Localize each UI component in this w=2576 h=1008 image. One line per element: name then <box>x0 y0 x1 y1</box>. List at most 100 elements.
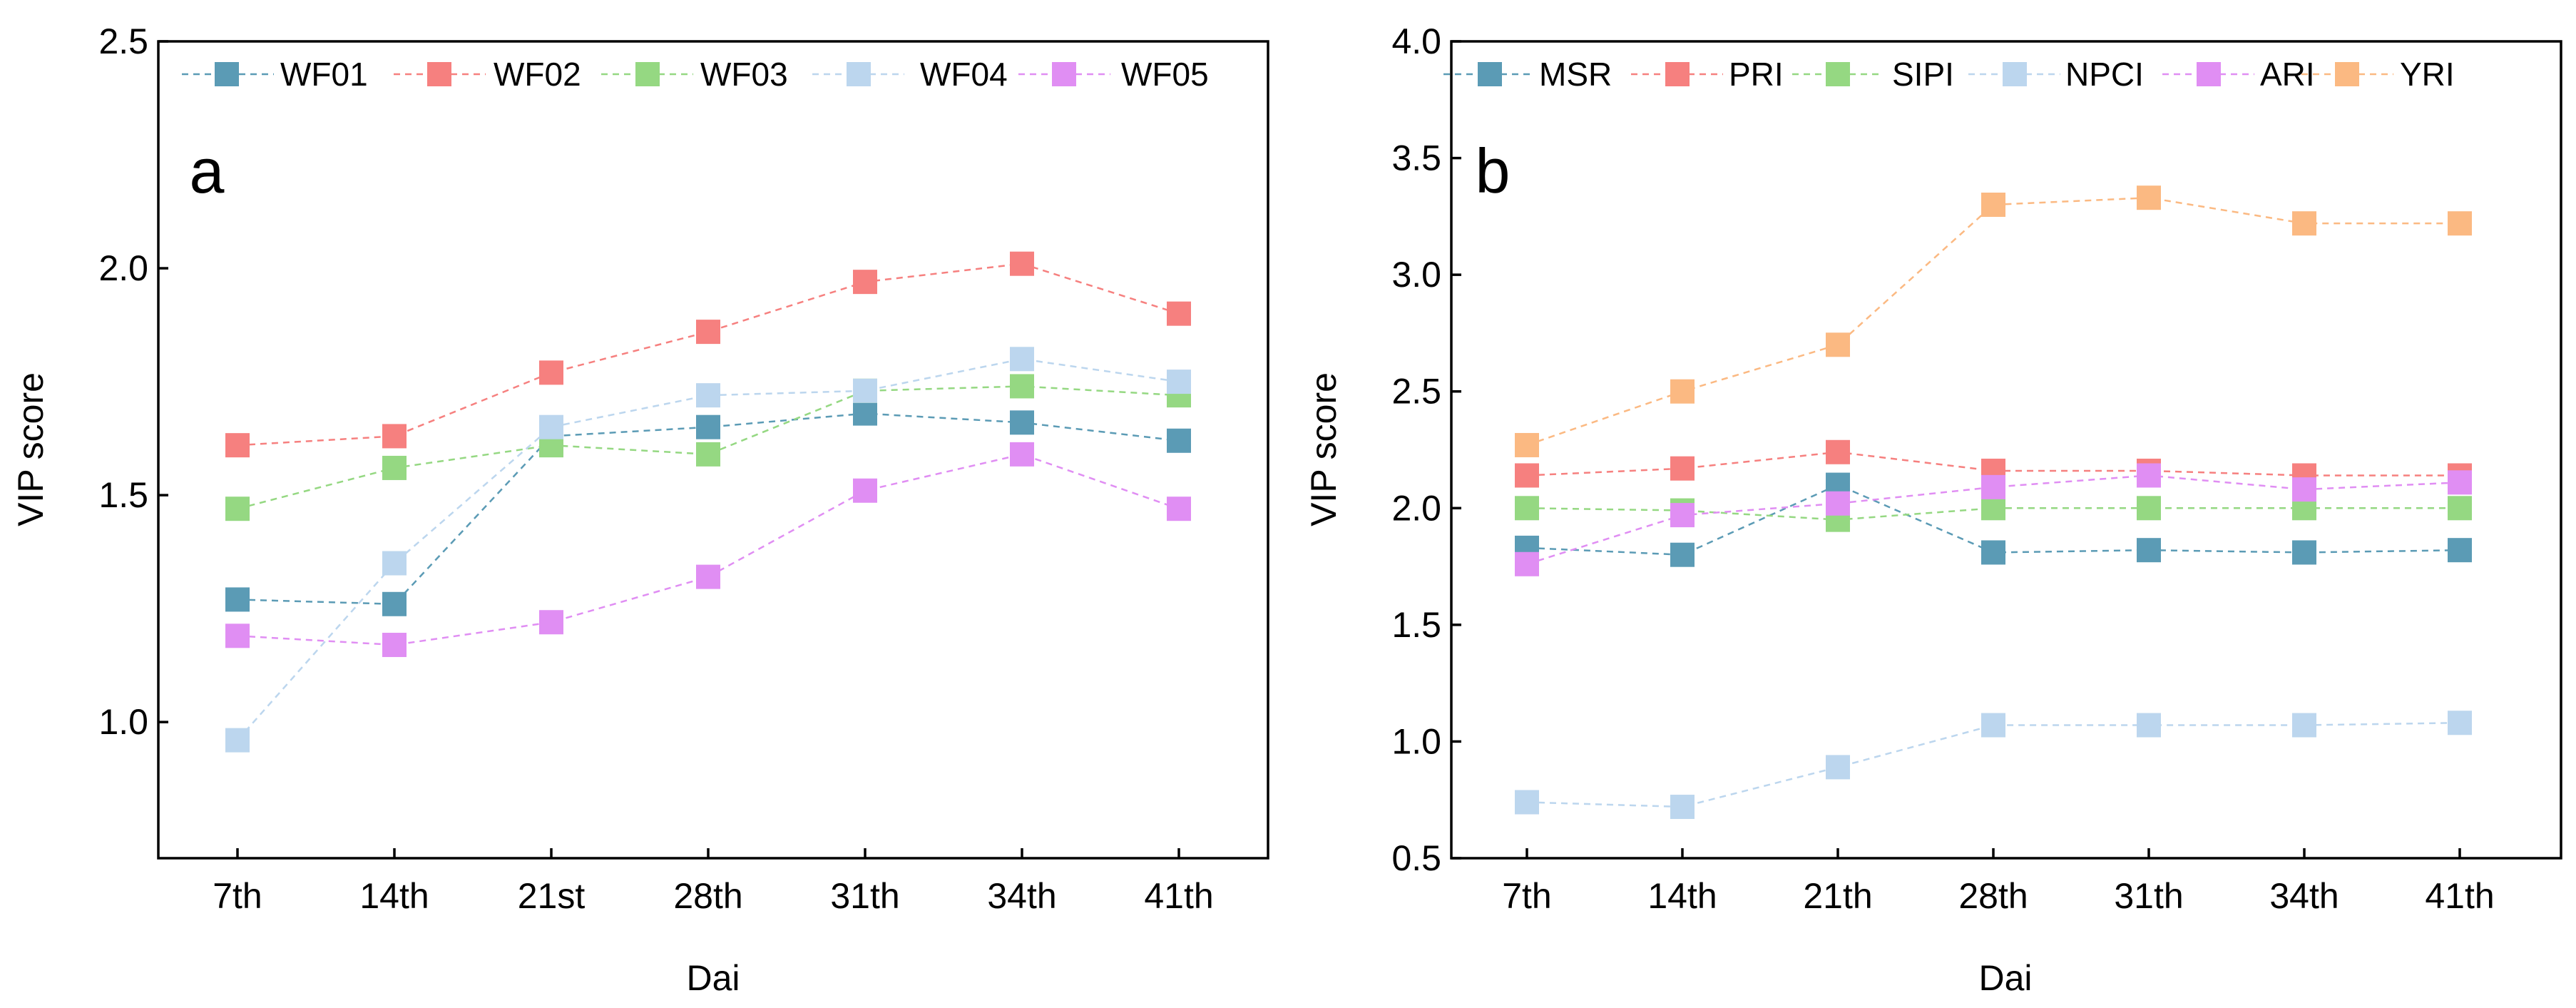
data-point <box>382 424 407 449</box>
legend-marker <box>847 62 871 86</box>
panel-label: b <box>1476 136 1511 206</box>
plot-frame <box>1450 40 2562 860</box>
data-point <box>1981 496 2005 521</box>
data-point <box>382 633 407 658</box>
legend-item-wf05: WF05 <box>1018 56 1209 93</box>
data-point <box>1670 795 1695 820</box>
legend-marker <box>215 62 239 86</box>
series-wf04 <box>225 347 1191 753</box>
data-point <box>1826 439 1850 464</box>
y-tick-label: 1.0 <box>98 702 148 742</box>
data-point <box>1670 379 1695 404</box>
data-point <box>2292 713 2316 738</box>
y-axis-title: VIP score <box>11 372 51 526</box>
data-point <box>1826 332 1850 357</box>
legend-marker <box>2335 62 2359 86</box>
y-axis-title: VIP score <box>1304 372 1344 526</box>
panel-b: 0.5 1.0 1.5 2.0 2.5 3.0 3.5 4.0 7th 14th 21th 28th 3… <box>1304 21 2562 998</box>
data-point <box>1981 540 2005 565</box>
data-point <box>539 360 563 385</box>
series-wf02 <box>225 251 1191 458</box>
x-tick-label: 7th <box>1502 876 1552 916</box>
x-axis-title: Dai <box>1978 958 2032 998</box>
legend-item-ari: ARI <box>2162 56 2315 93</box>
data-point <box>225 623 250 648</box>
data-point <box>1167 497 1191 521</box>
legend-label: NPCI <box>2065 56 2144 93</box>
data-point <box>1826 491 1850 516</box>
data-point <box>1670 542 1695 567</box>
x-tick-label: 21st <box>518 876 586 916</box>
data-point <box>1010 347 1034 372</box>
data-point <box>382 455 407 480</box>
data-point <box>382 591 407 616</box>
legend-item-wf01: WF01 <box>182 56 368 93</box>
data-point <box>2448 496 2472 521</box>
legend-label: SIPI <box>1892 56 1954 93</box>
data-point <box>2448 211 2472 236</box>
data-point <box>2137 538 2161 563</box>
legend-item-msr: MSR <box>1443 56 1612 93</box>
legend-item-wf03: WF03 <box>601 56 788 93</box>
data-point <box>1826 755 1850 780</box>
plot-frame <box>157 40 1269 860</box>
data-point <box>225 497 250 521</box>
y-tick-label: 1.5 <box>98 475 148 515</box>
data-point <box>1010 410 1034 435</box>
data-point <box>2448 538 2472 563</box>
data-point <box>696 442 720 467</box>
data-point <box>2137 713 2161 738</box>
legend-label: WF03 <box>700 56 788 93</box>
legend-label: WF05 <box>1121 56 1209 93</box>
x-tick-label: 14th <box>1647 876 1717 916</box>
data-point <box>853 270 877 295</box>
y-tick-label: 1.5 <box>1391 605 1441 645</box>
x-tick-label: 28th <box>673 876 742 916</box>
legend-marker <box>2197 62 2221 86</box>
series-ari <box>1515 463 2472 576</box>
x-tick-label: 34th <box>987 876 1056 916</box>
y-tick-label: 2.5 <box>1391 372 1441 412</box>
data-point <box>225 587 250 612</box>
data-point <box>1670 503 1695 528</box>
legend-item-wf02: WF02 <box>394 56 581 93</box>
series-line <box>237 453 1180 646</box>
data-point <box>382 551 407 576</box>
panel-a: 1.0 1.5 2.0 2.5 7th 14th 21st 28th 31th 34th 41th D… <box>11 21 1269 998</box>
data-point <box>1981 474 2005 499</box>
x-tick-label: 21th <box>1803 876 1872 916</box>
data-point <box>1167 370 1191 394</box>
legend-item-wf04: WF04 <box>812 56 1008 93</box>
data-point <box>1515 551 1539 576</box>
y-tick-label: 1.0 <box>1391 721 1441 761</box>
legend-marker <box>1665 62 1690 86</box>
series-sipi <box>1515 496 2472 532</box>
series-line <box>1526 196 2460 447</box>
data-point <box>696 564 720 589</box>
x-tick-label: 41th <box>1144 876 1213 916</box>
legend-label: WF01 <box>280 56 368 93</box>
y-tick-label: 3.5 <box>1391 138 1441 178</box>
data-point <box>853 401 877 426</box>
series-wf05 <box>225 442 1191 658</box>
legend-marker <box>1478 62 1502 86</box>
x-axis-title: Dai <box>686 958 740 998</box>
legend-marker <box>2003 62 2027 86</box>
data-point <box>1167 301 1191 326</box>
data-point <box>1515 463 1539 488</box>
legend-marker <box>427 62 451 86</box>
series-yri <box>1515 185 2472 457</box>
x-tick-label: 34th <box>2269 876 2339 916</box>
data-point <box>1515 432 1539 457</box>
data-point <box>1515 790 1539 815</box>
series-wf01 <box>225 401 1191 616</box>
x-tick-label: 31th <box>2114 876 2183 916</box>
series-npci <box>1515 711 2472 820</box>
data-point <box>2137 496 2161 521</box>
y-tick-label: 2.5 <box>98 21 148 61</box>
y-tick-label: 2.0 <box>1391 488 1441 528</box>
data-point <box>2448 470 2472 495</box>
data-point <box>2292 540 2316 565</box>
data-point <box>2448 711 2472 735</box>
